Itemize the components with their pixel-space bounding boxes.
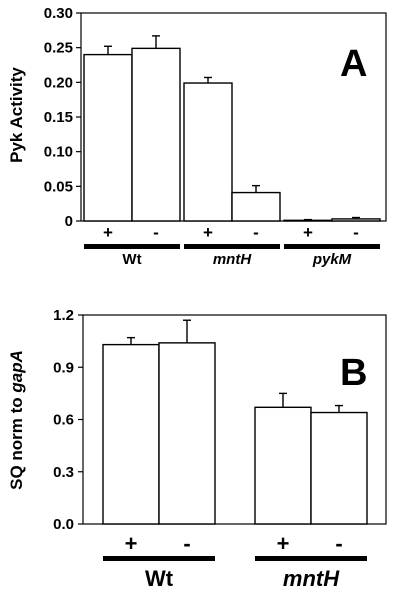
bar	[231, 191, 281, 222]
condition-label: +	[125, 531, 138, 556]
y-tick-label: 0.6	[53, 412, 74, 429]
y-tick-label: 0.20	[44, 74, 73, 91]
condition-label: -	[183, 531, 190, 556]
panel-a-y-axis-label: Pyk Activity	[7, 67, 26, 163]
group-label: Wt	[122, 251, 141, 268]
condition-label: -	[153, 223, 159, 242]
y-tick-label: 0.3	[53, 464, 74, 481]
y-tick-label: 0.10	[44, 144, 73, 161]
condition-label: -	[353, 223, 359, 242]
y-tick-label: 0.25	[44, 40, 73, 57]
panel-b-bars	[102, 319, 368, 525]
panel-b: B SQ norm to gapA 0.0 0.3 0.6 0.9 1.2 + - + - W…	[7, 307, 387, 591]
group-underline	[255, 556, 367, 561]
bar	[83, 53, 133, 222]
y-tick-label: 0.0	[53, 516, 74, 533]
bar	[283, 219, 333, 222]
y-tick-label: 0.05	[44, 178, 73, 195]
panel-a-bars	[83, 35, 381, 222]
bar	[310, 411, 368, 525]
y-tick-label: 0.9	[53, 359, 74, 376]
group-underline	[284, 244, 380, 249]
y-tick-label: 0	[65, 213, 73, 230]
group-underline	[103, 556, 215, 561]
condition-label: -	[335, 531, 342, 556]
bar	[158, 342, 216, 525]
group-label: mntH	[213, 251, 252, 268]
bar	[183, 82, 233, 222]
bar	[131, 47, 181, 222]
condition-label: +	[103, 223, 113, 242]
y-tick-label: 0.30	[44, 5, 73, 22]
group-label: Wt	[145, 566, 174, 591]
bar	[254, 406, 312, 525]
condition-label: +	[303, 223, 313, 242]
condition-label: +	[277, 531, 290, 556]
panel-b-y-axis-label: SQ norm to gapA	[7, 350, 26, 490]
bar	[102, 343, 160, 525]
panel-b-label: B	[340, 352, 367, 394]
panel-b-group-labels: Wt mntH	[103, 556, 367, 591]
panel-b-condition-labels: + - + -	[125, 531, 343, 556]
y-tick-label: 1.2	[53, 307, 74, 324]
y-tick-label: 0.15	[44, 109, 73, 126]
group-underline	[184, 244, 280, 249]
panel-a-group-labels: Wt mntH pykM	[84, 244, 380, 268]
group-underline	[84, 244, 180, 249]
panel-a: A Pyk Activity 0 0.05 0.10 0.15 0.20 0.25 0.30…	[7, 5, 387, 268]
panel-a-label: A	[340, 43, 367, 85]
group-label: pykM	[312, 251, 352, 268]
condition-label: -	[253, 223, 259, 242]
bar	[331, 218, 381, 222]
panel-b-y-ticks: 0.0 0.3 0.6 0.9 1.2	[53, 307, 387, 533]
panel-a-condition-labels: + - + - + -	[103, 223, 359, 242]
group-label: mntH	[283, 566, 340, 591]
condition-label: +	[203, 223, 213, 242]
